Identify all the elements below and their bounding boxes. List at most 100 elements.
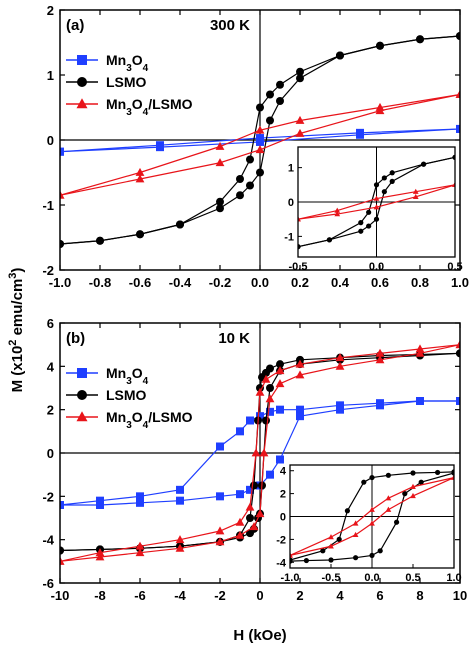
panel-b-inset-circle-point [385,472,391,478]
panel-b-triangle-point [135,541,145,550]
panel-a-circle-point [416,35,424,44]
panel-b-triangle-point [275,379,285,388]
panel-a-legend-marker [77,77,87,87]
panel-a-circle-point [216,204,224,213]
panel-b-square-point [376,401,384,410]
panel-b-x-tick-label: 0 [256,588,263,603]
panel-b-square-point [96,501,104,509]
panel-a-inset-circle-point [366,209,372,215]
panel-b-inset-x-tick-label: -1.0 [281,572,300,584]
panel-b-triangle-point [235,517,245,526]
panel-b-triangle-point [95,552,105,561]
panel-b-triangle-point [261,374,271,383]
panel-b-inset-y-tick-label: -4 [276,557,287,569]
panel-a-legend-entry: LSMO [106,74,147,90]
panel-a-inset-triangle-point [334,207,341,213]
panel-b-triangle-point [335,361,345,370]
panel-b-triangle-point [375,355,385,364]
panel-a-triangle-point [215,158,225,167]
panel-b-circle-point [60,546,64,555]
panel-b-inset-triangle-point [328,543,334,549]
panel-b-square-point [276,455,284,464]
panel-b-triangle-point [255,387,265,396]
panel-b-triangle-upper-branch [60,344,460,562]
panel-b-y-tick-label: -6 [42,576,54,591]
panel-b-y-tick-label: 0 [47,446,54,461]
panel-b-inset-circle-point [402,491,408,497]
panel-a-inset-y-tick-label: 0 [288,197,294,209]
panel-a-inset-triangle-point [412,193,419,200]
panel-b-square-point [336,405,344,414]
panel-a-triangle-point [135,174,145,183]
panel-b-inset-circle-point [369,474,375,481]
panel-a-x-tick-label: 0.2 [291,275,309,290]
panel-a-chart: -1.0 -0.8 -0.6 -0.4 -0.2 0.0 0.2 0.4 0.6 0.8 1.0 -2… [42,3,469,290]
panel-b-legend-entry: LSMO [106,387,147,403]
panel-b-inset-triangle-point [385,506,392,512]
panel-b-square-point [136,492,144,501]
panel-a-legend-marker [76,98,88,109]
panel-b-inset-y-tick-label: 2 [280,489,286,501]
panel-a-circle-point [236,175,244,183]
panel-a-triangle-point [60,190,65,199]
panel-b-inset-triangle-series [290,474,454,558]
panel-b-triangle-point [249,522,259,531]
panel-a-triangle-point [255,145,265,154]
panel-b-square-point [236,427,244,436]
panel-b-triangle-point [175,543,185,552]
panel-a-circle-point [296,67,304,76]
panel-b-x-tick-label: -8 [94,588,106,603]
panel-a-inset-triangle-point [452,181,455,188]
panel-b-inset-circle-point [303,557,309,564]
panel-a-inset-circle-point [381,175,387,181]
panel-a-circle-point [136,230,144,239]
panel-b-square-point [246,416,254,425]
panel-b-triangle-point [60,556,65,565]
panel-a-y-tick-label: -2 [42,263,54,278]
panel-a-y-tick-label: 1 [47,68,54,83]
panel-b-triangle-point [415,348,425,357]
y-label-head: M (x102 emu/cm3) [7,268,26,393]
panel-b-inset-circle-point [320,548,326,554]
panel-b-inset-circle-point [361,479,367,485]
panel-b-circle-point [266,384,274,392]
panel-a-inset: -0.5 0.0 0.5 -1 0 1 [284,146,463,273]
panel-a-x-tick-label: 0.4 [331,275,350,290]
panel-a-circle-point [176,220,184,229]
panel-b-triangle-point [335,353,345,362]
panel-b-inset-x-tick-label: 0.5 [405,572,420,584]
panel-b-triangle-point [95,548,105,557]
panel-a-triangle-point [295,128,305,137]
panel-b-inset-circle-point [353,555,359,561]
panel-a-x-tick-label: -0.6 [129,275,151,290]
panel-b-square-point [176,485,184,494]
panel-a-inset-circle-point [373,216,380,222]
panel-a-legend-entry: Mn3O4 [106,52,149,74]
panel-a-legend-marker [77,55,87,65]
panel-a-circle-point [276,80,284,89]
panel-a-inset-circle-series [298,154,455,250]
panel-a-inset-x-tick-label: 0.5 [447,261,462,273]
panel-a-y-tick-label: -1 [42,198,54,213]
panel-b-triangle-point [295,370,305,379]
panel-a-circle-point [256,168,264,177]
panel-a-inset-circle-point [389,170,395,176]
panel-a-legend-entry: Mn3O4/LSMO [106,96,193,118]
panel-a-inset-circle-point [366,223,372,229]
panel-b-y-tick-label: -4 [42,533,54,548]
panel-a-circle-point [276,97,284,105]
panel-a-circle-point [456,32,460,40]
panel-a-square-series [60,124,460,156]
panel-a-x-tick-label: 0.6 [371,275,389,290]
panel-b-square-point [416,397,424,405]
panel-b-inset-triangle-point [369,520,375,526]
panel-b-triangle-point [235,530,245,539]
panel-b-y-tick-label: 6 [47,316,54,331]
panel-b-triangle-point [255,509,265,518]
panel-b-inset-triangle-point [328,534,334,540]
panel-a-triangle-point [215,141,225,150]
panel-a-circle-point [96,236,104,245]
panel-b-square-point [256,412,264,421]
panel-a-inset-triangle-point [334,211,341,217]
panel-b-triangle-point [375,348,385,357]
